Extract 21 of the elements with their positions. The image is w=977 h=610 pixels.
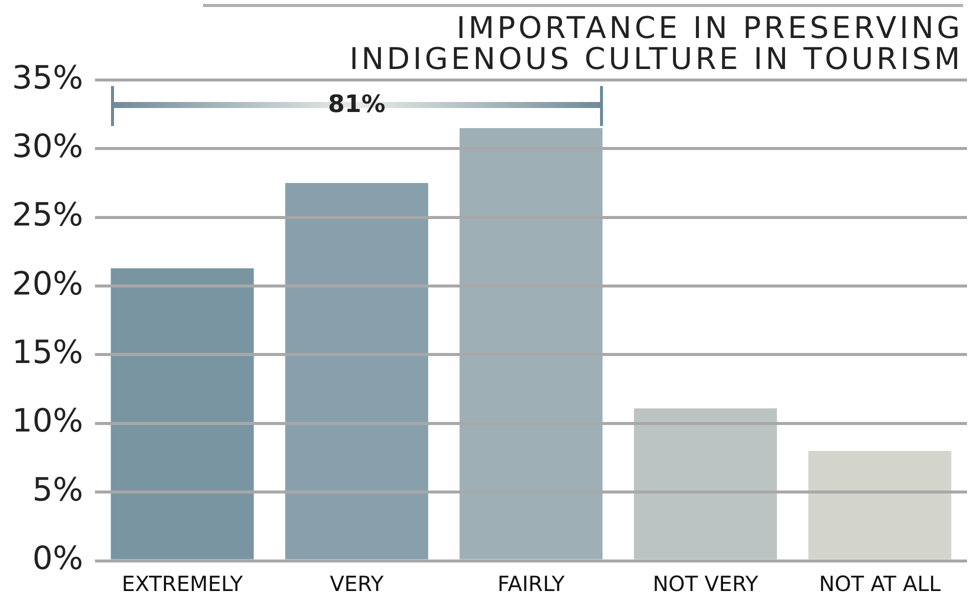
bar [460,128,603,560]
y-tick-label: 10% [12,402,84,440]
bar [634,408,777,560]
y-tick-label: 25% [12,196,84,234]
annotation: 81% [326,90,386,118]
x-tick-label: VERY [330,572,384,596]
y-tick-label: 35% [12,58,84,96]
bar [110,268,254,560]
y-tick-label: 5% [32,470,84,508]
x-tick-label: NOT VERY [652,572,758,596]
bar [285,183,428,560]
y-tick-label: 20% [12,264,84,302]
y-tick-label: 15% [12,333,84,372]
y-tick-label: 0% [32,539,84,578]
bar [808,450,952,560]
x-tick-label: EXTREMELY [122,572,244,596]
span-bracket: 81% [110,86,603,126]
chart-title: IMPORTANCE IN PRESERVING INDIGENOUS CULTURE IN TOURISM [203,4,963,77]
y-tick-label: 30% [12,127,84,165]
x-tick-label: FAIRLY [498,572,565,596]
x-tick-label: NOT AT ALL [818,572,941,596]
